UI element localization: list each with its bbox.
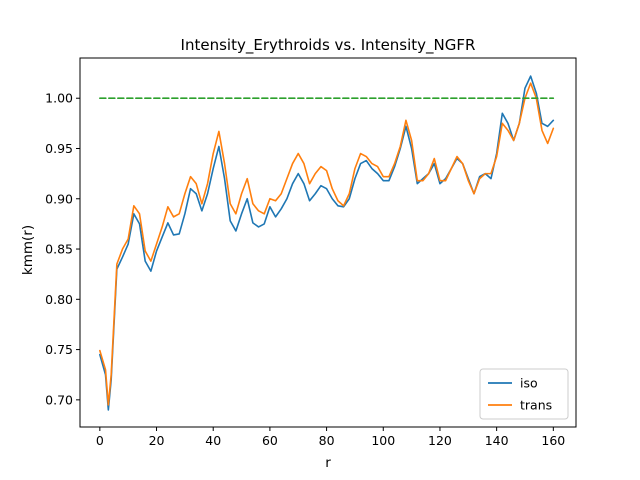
- x-axis-label: r: [325, 455, 331, 471]
- plot-frame: [79, 57, 577, 428]
- chart-title: Intensity_Erythroids vs. Intensity_NGFR: [181, 36, 476, 55]
- y-tick-label: 1.00: [45, 91, 73, 106]
- plot-area: [79, 57, 577, 428]
- legend: iso trans: [479, 368, 569, 420]
- x-tick-label: 160: [541, 433, 565, 448]
- y-tick-label: 0.85: [45, 242, 73, 257]
- legend-box: [479, 368, 569, 420]
- y-tick-label: 0.70: [45, 392, 73, 407]
- legend-label-trans: trans: [520, 398, 552, 413]
- y-tick-label: 0.75: [45, 342, 73, 357]
- y-axis-label: kmm(r): [20, 225, 36, 275]
- series-line-trans: [99, 82, 555, 406]
- y-tick-label: 0.95: [45, 141, 73, 156]
- x-tick-label: 60: [262, 433, 278, 448]
- x-tick-label: 0: [96, 433, 104, 448]
- x-tick-label: 80: [319, 433, 335, 448]
- x-axis: 0 20 40 60 80 100 120 140 160: [96, 427, 565, 448]
- y-tick-label: 0.90: [45, 191, 73, 206]
- y-axis: 0.70 0.75 0.80 0.85 0.90 0.95 1.00: [45, 91, 80, 407]
- x-tick-label: 20: [149, 433, 165, 448]
- x-tick-label: 140: [485, 433, 509, 448]
- plot-background: [80, 58, 576, 427]
- x-tick-label: 100: [371, 433, 395, 448]
- x-tick-label: 120: [428, 433, 452, 448]
- legend-label-iso: iso: [520, 376, 538, 391]
- x-tick-label: 40: [205, 433, 221, 448]
- y-tick-label: 0.80: [45, 292, 73, 307]
- series-layer: [99, 75, 555, 411]
